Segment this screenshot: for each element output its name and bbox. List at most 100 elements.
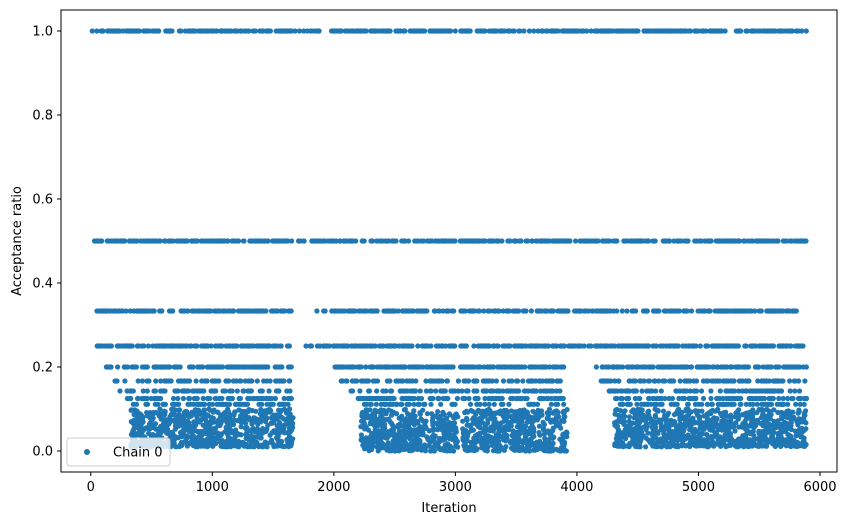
data-point bbox=[99, 238, 105, 244]
data-point bbox=[220, 443, 226, 450]
data-point bbox=[423, 443, 430, 449]
data-point bbox=[658, 427, 664, 433]
data-point bbox=[606, 238, 613, 244]
data-point bbox=[333, 238, 339, 244]
data-point bbox=[383, 388, 389, 394]
data-point bbox=[156, 28, 162, 34]
data-point bbox=[204, 419, 210, 425]
data-point bbox=[459, 388, 465, 394]
data-point bbox=[376, 428, 382, 434]
data-point bbox=[408, 412, 414, 418]
data-point bbox=[402, 28, 408, 34]
data-point bbox=[128, 395, 134, 402]
data-point bbox=[486, 437, 493, 443]
data-point bbox=[798, 429, 804, 435]
data-point bbox=[444, 432, 451, 438]
data-point bbox=[238, 424, 244, 430]
data-point bbox=[269, 395, 275, 402]
data-point bbox=[252, 28, 258, 34]
data-point bbox=[463, 343, 469, 349]
data-point bbox=[531, 416, 537, 422]
data-point bbox=[743, 343, 749, 349]
data-point bbox=[157, 238, 163, 244]
data-point bbox=[721, 410, 727, 416]
data-point bbox=[606, 364, 612, 370]
data-point bbox=[503, 407, 509, 414]
data-point bbox=[482, 438, 488, 444]
data-point bbox=[200, 364, 206, 370]
data-point bbox=[287, 422, 293, 428]
data-point bbox=[473, 411, 479, 417]
data-point bbox=[778, 388, 785, 394]
data-point bbox=[785, 395, 791, 402]
data-point bbox=[187, 395, 193, 402]
data-point bbox=[688, 308, 695, 314]
data-point bbox=[420, 364, 426, 370]
data-point bbox=[394, 401, 400, 407]
data-point bbox=[420, 432, 426, 438]
data-point bbox=[486, 401, 492, 407]
data-point bbox=[507, 238, 513, 244]
data-point bbox=[375, 448, 381, 454]
data-point bbox=[262, 427, 268, 433]
data-point bbox=[715, 436, 721, 443]
data-point bbox=[687, 28, 694, 34]
data-point bbox=[282, 443, 288, 450]
data-point bbox=[633, 388, 639, 394]
data-point bbox=[472, 440, 479, 446]
data-point bbox=[144, 401, 151, 407]
data-point bbox=[254, 378, 260, 384]
data-point bbox=[614, 395, 620, 402]
data-point bbox=[531, 28, 537, 34]
data-point bbox=[775, 430, 782, 436]
data-point bbox=[244, 401, 251, 407]
data-point bbox=[145, 412, 151, 418]
data-point bbox=[285, 238, 291, 244]
data-point bbox=[787, 378, 793, 384]
data-point bbox=[219, 439, 225, 445]
data-point bbox=[788, 343, 794, 349]
data-point bbox=[352, 308, 358, 314]
data-point bbox=[467, 401, 474, 407]
data-point bbox=[418, 395, 425, 402]
data-point bbox=[220, 364, 226, 370]
data-point bbox=[181, 414, 187, 420]
data-point bbox=[226, 378, 232, 384]
data-point bbox=[688, 421, 694, 427]
data-point bbox=[484, 388, 490, 394]
data-point bbox=[628, 421, 634, 427]
data-point bbox=[452, 343, 458, 349]
data-point bbox=[152, 388, 158, 394]
data-point bbox=[613, 424, 620, 430]
data-point bbox=[213, 388, 219, 394]
data-point bbox=[744, 28, 750, 34]
data-point bbox=[225, 434, 231, 440]
data-point bbox=[372, 423, 378, 429]
data-point bbox=[117, 388, 123, 394]
data-point bbox=[270, 420, 276, 426]
data-point bbox=[495, 343, 501, 349]
data-point bbox=[153, 426, 159, 432]
data-point bbox=[402, 364, 408, 370]
data-point bbox=[411, 401, 417, 407]
data-point bbox=[517, 28, 523, 34]
data-point bbox=[215, 422, 221, 428]
data-point bbox=[788, 423, 794, 429]
data-point bbox=[388, 420, 395, 426]
data-point bbox=[614, 308, 620, 314]
data-point bbox=[481, 411, 487, 417]
data-point bbox=[555, 401, 561, 407]
data-point bbox=[386, 416, 392, 422]
data-point bbox=[433, 413, 439, 419]
data-point bbox=[144, 395, 150, 402]
data-point bbox=[288, 308, 294, 314]
data-point bbox=[635, 28, 641, 34]
data-point bbox=[169, 435, 175, 441]
data-point bbox=[620, 401, 626, 407]
data-point bbox=[363, 424, 369, 430]
data-point bbox=[706, 424, 712, 431]
data-point bbox=[703, 28, 709, 34]
data-point bbox=[390, 428, 396, 434]
data-point bbox=[246, 407, 252, 413]
data-point bbox=[398, 438, 404, 444]
